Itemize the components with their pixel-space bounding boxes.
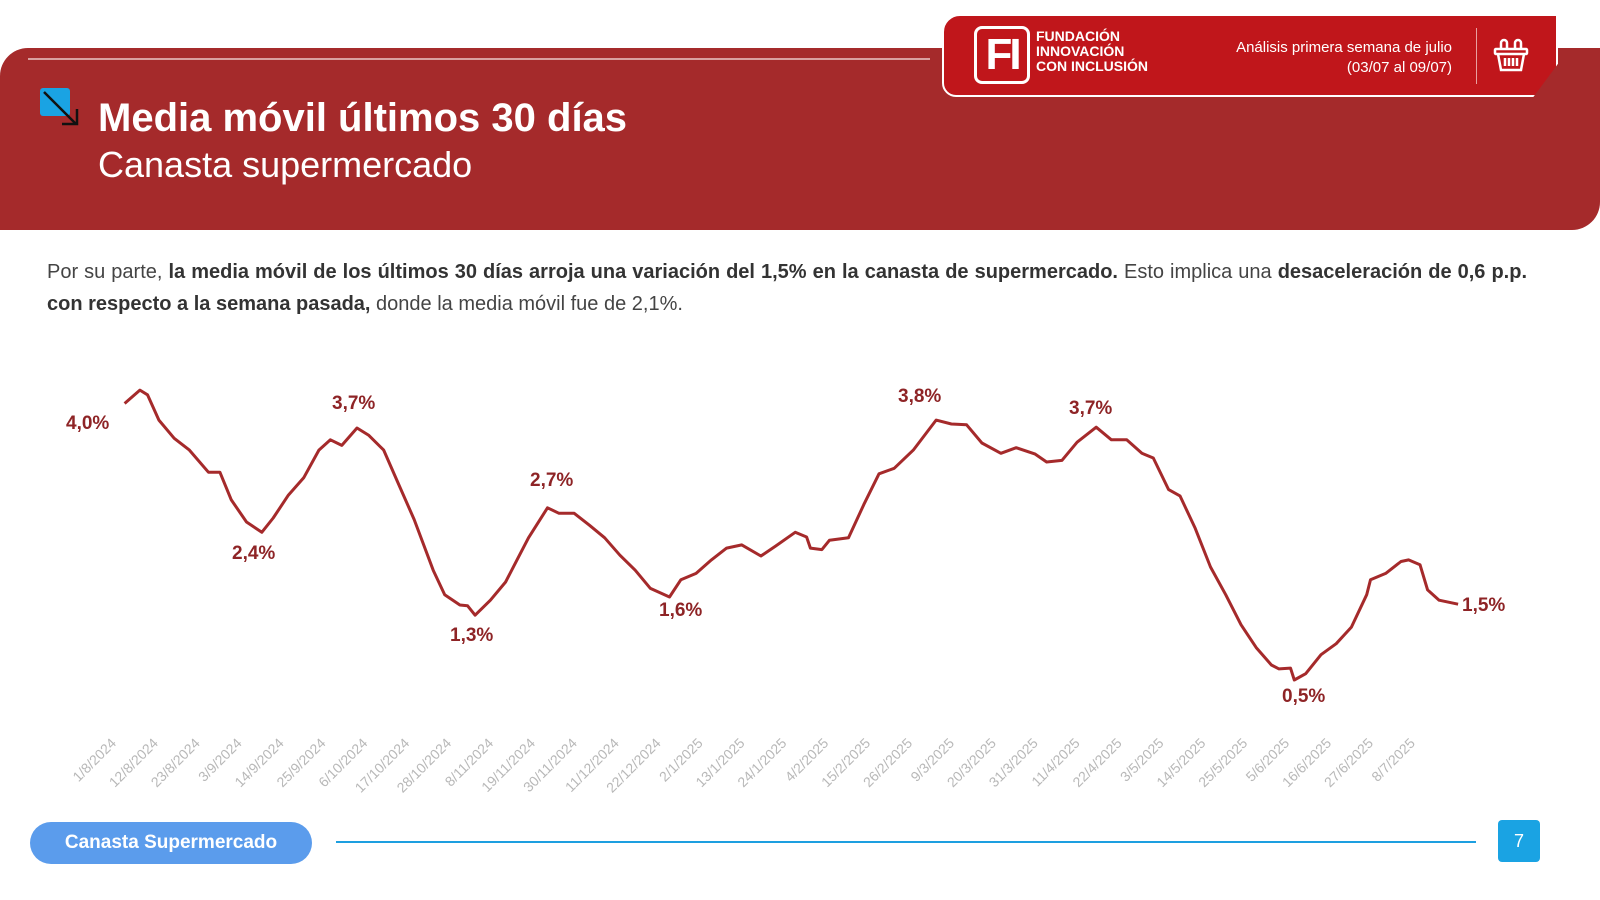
org-line: FUNDACIÓN: [1036, 28, 1120, 44]
text-bold: desaceleración de 0,6 p.p. con respecto …: [47, 261, 1528, 315]
series-line: [123, 388, 1459, 682]
arrow-square-icon: [40, 88, 79, 126]
separator: [1476, 28, 1477, 84]
data-label: 3,7%: [1069, 398, 1113, 419]
data-label: 1,3%: [450, 625, 494, 646]
data-label: 2,4%: [232, 543, 276, 564]
period: Análisis primera semana de julio (03/07 …: [1236, 38, 1452, 78]
data-label: 1,6%: [659, 600, 703, 621]
summary-text: Por su parte, la media móvil de los últi…: [47, 256, 1527, 320]
basket-icon: [1493, 38, 1529, 72]
text: donde la media móvil fue de 2,1%.: [370, 293, 683, 315]
org-line: INNOVACIÓN: [1036, 43, 1125, 59]
period-line2: (03/07 al 09/07): [1346, 59, 1452, 76]
page-number: 7: [1498, 820, 1540, 862]
org-line: CON INCLUSIÓN: [1036, 58, 1148, 74]
divider: [28, 58, 930, 60]
data-label: 4,0%: [66, 413, 110, 434]
data-label: 3,7%: [332, 393, 376, 414]
x-tick-label: 8/7/2025: [1368, 735, 1418, 785]
text: Esto implica una: [1117, 261, 1278, 283]
section-tab[interactable]: Canasta Supermercado: [30, 822, 312, 864]
page-subtitle: Canasta supermercado: [98, 144, 473, 185]
footer-line: [336, 841, 1476, 843]
header-badge: FI FUNDACIÓN INNOVACIÓN CON INCLUSIÓN An…: [942, 14, 1558, 97]
text-bold: la media móvil de los últimos 30 días ar…: [168, 261, 1118, 283]
logo: FI: [974, 26, 1030, 84]
page-title: Media móvil últimos 30 días: [98, 96, 628, 140]
org-name: FUNDACIÓN INNOVACIÓN CON INCLUSIÓN: [1036, 29, 1148, 74]
data-label: 0,5%: [1282, 686, 1326, 707]
data-label: 2,7%: [530, 470, 574, 491]
data-label: 1,5%: [1462, 595, 1506, 616]
data-label: 3,8%: [898, 386, 942, 407]
text: Por su parte,: [47, 261, 169, 283]
period-line1: Análisis primera semana de julio: [1236, 39, 1452, 56]
